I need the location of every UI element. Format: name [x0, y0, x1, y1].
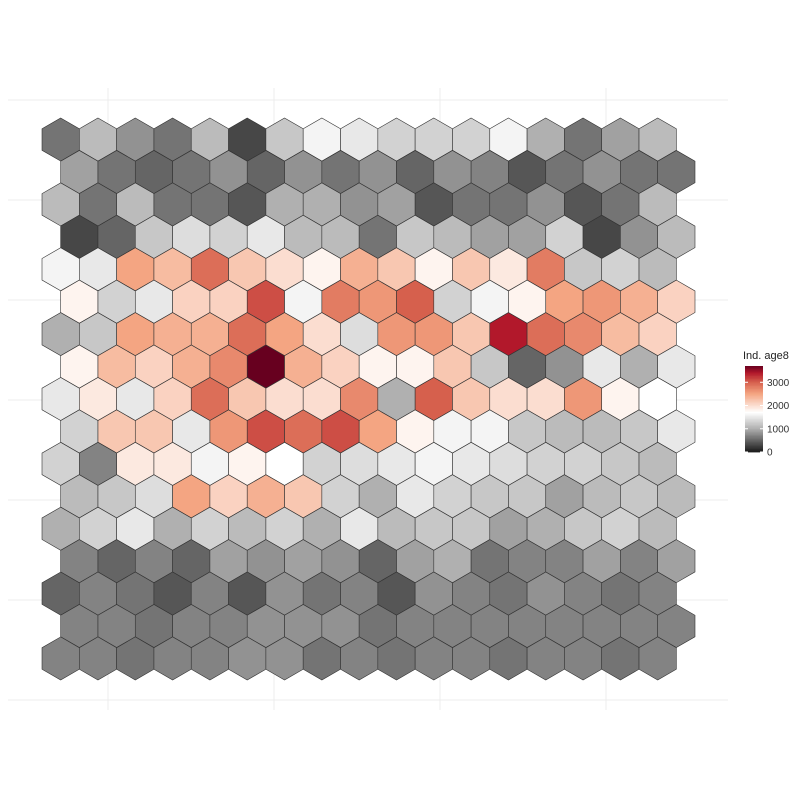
- legend-colorbar-segment: [745, 377, 763, 380]
- legend-colorbar-segment: [745, 390, 763, 393]
- legend-tick-label: 1000: [767, 424, 790, 435]
- legend-colorbar-segment: [745, 381, 763, 384]
- legend-colorbar-segment: [745, 447, 763, 450]
- legend-colorbar-segment: [745, 436, 763, 439]
- legend-colorbar-segment: [745, 443, 763, 446]
- legend-colorbar-segment: [745, 370, 763, 373]
- legend-colorbar-segment: [745, 449, 763, 451]
- legend-colorbar-segment: [745, 441, 763, 444]
- legend-colorbar-segment: [745, 368, 763, 371]
- legend-title: Ind. age8: [743, 350, 789, 362]
- legend-colorbar-segment: [745, 423, 763, 426]
- legend-colorbar-segment: [745, 446, 763, 449]
- legend-colorbar-segment: [745, 384, 763, 387]
- legend-colorbar-segment: [745, 387, 763, 390]
- legend-colorbar-segment: [745, 398, 763, 401]
- legend-colorbar-segment: [745, 407, 763, 410]
- legend-colorbar-segment: [745, 376, 763, 378]
- legend-colorbar-segment: [745, 383, 763, 386]
- legend-colorbar-segment: [745, 371, 763, 374]
- legend-colorbar-segment: [745, 388, 763, 391]
- legend-colorbar-segment: [745, 439, 763, 441]
- legend-colorbar-segment: [745, 386, 763, 388]
- legend-colorbar-segment: [745, 444, 763, 447]
- legend-colorbar-segment: [745, 393, 763, 396]
- legend-tick-label: 0: [767, 448, 773, 459]
- legend-colorbar-segment: [745, 429, 763, 431]
- legend-colorbar-segment: [745, 416, 763, 418]
- legend-colorbar-segment: [745, 421, 763, 424]
- legend-colorbar-segment: [745, 430, 763, 433]
- legend-colorbar: [745, 366, 763, 453]
- legend-ticks: 0 1000 2000 3000: [745, 378, 790, 459]
- legend-colorbar-segment: [745, 409, 763, 411]
- legend-colorbar-segment: [745, 424, 763, 427]
- legend-colorbar-segment: [745, 410, 763, 413]
- legend-colorbar-segment: [745, 411, 763, 414]
- legend-colorbar-segment: [745, 400, 763, 403]
- legend-colorbar-segment: [745, 414, 763, 417]
- legend-colorbar-segment: [745, 426, 763, 429]
- legend-colorbar-segment: [745, 397, 763, 400]
- legend-colorbar-segment: [745, 440, 763, 443]
- legend-colorbar-segment: [745, 434, 763, 437]
- legend-colorbar-segment: [745, 373, 763, 375]
- legend-colorbar-segment: [745, 367, 763, 370]
- legend-colorbar-segment: [745, 396, 763, 398]
- legend-colorbar-segment: [745, 380, 763, 383]
- legend-colorbar-segment: [745, 419, 763, 421]
- legend-colorbar-segment: [745, 431, 763, 434]
- legend-colorbar-segment: [745, 366, 763, 368]
- legend-tick-label: 3000: [767, 378, 790, 389]
- legend: Ind. age8 0 1000 2000 3000: [743, 350, 790, 459]
- legend-colorbar-segment: [745, 427, 763, 430]
- legend-colorbar-segment: [745, 391, 763, 394]
- legend-colorbar-segment: [745, 378, 763, 381]
- legend-tick-label: 2000: [767, 401, 790, 412]
- legend-colorbar-segment: [745, 417, 763, 420]
- hex-cell: [638, 636, 677, 681]
- legend-colorbar-segment: [745, 404, 763, 407]
- legend-colorbar-segment: [745, 374, 763, 377]
- legend-colorbar-segment: [745, 413, 763, 416]
- hex-cells: [41, 117, 696, 681]
- legend-colorbar-segment: [745, 403, 763, 406]
- legend-colorbar-segment: [745, 433, 763, 436]
- legend-colorbar-segment: [745, 437, 763, 440]
- legend-colorbar-segment: [745, 406, 763, 408]
- legend-colorbar-segment: [745, 401, 763, 404]
- legend-colorbar-segment: [745, 420, 763, 423]
- legend-colorbar-segment: [745, 394, 763, 397]
- legend-colorbar-segment: [745, 450, 763, 453]
